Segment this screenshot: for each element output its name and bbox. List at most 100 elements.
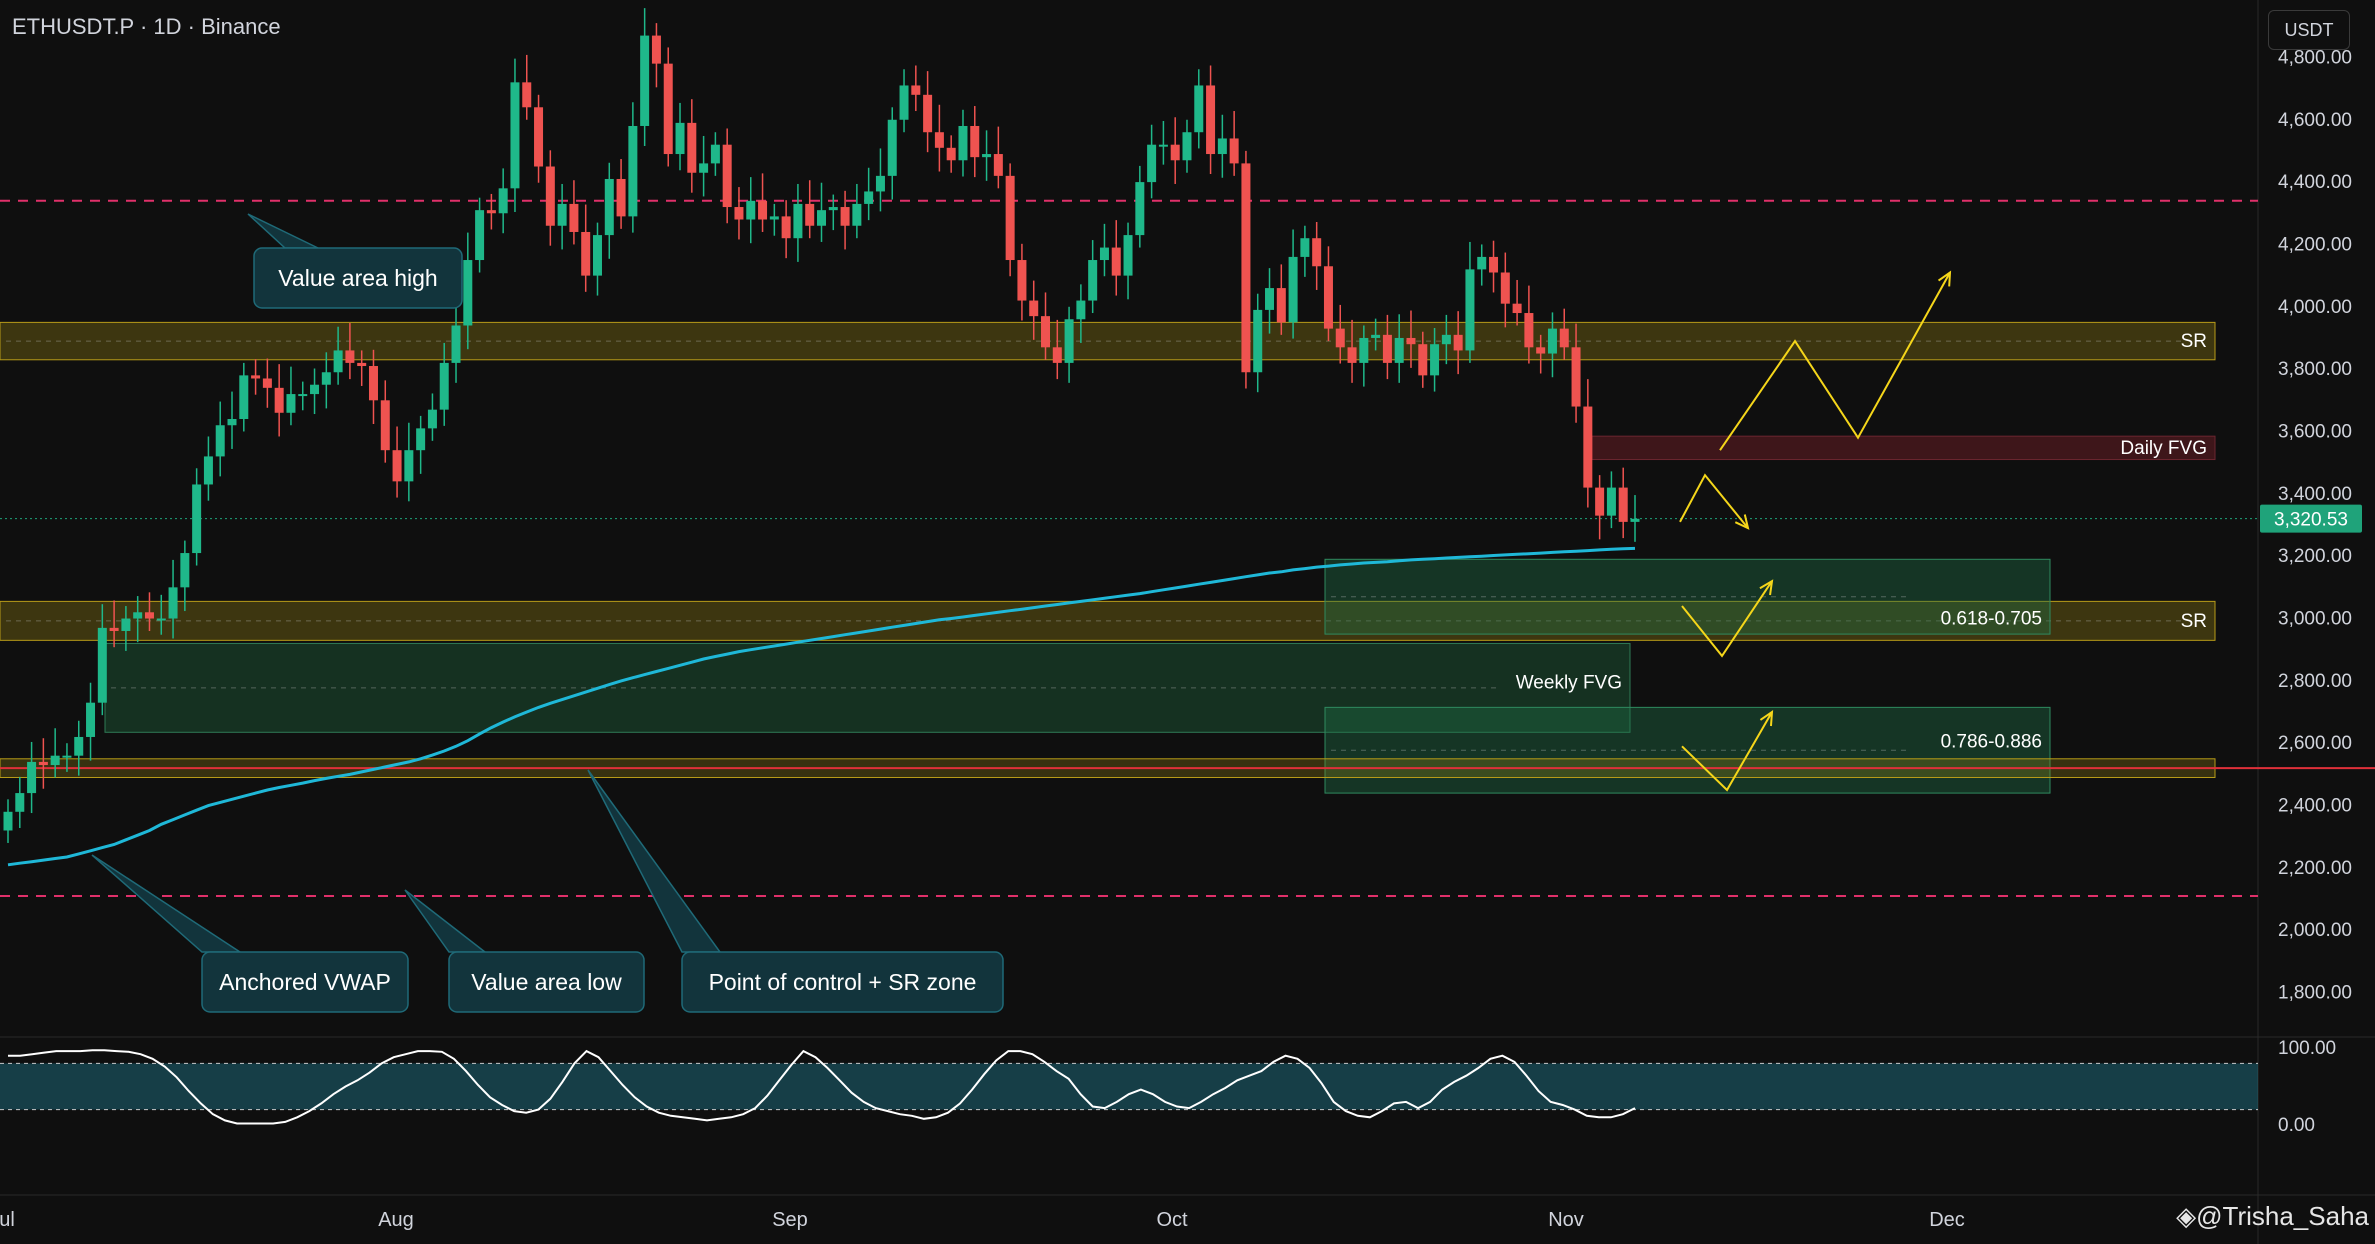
candle: [899, 85, 909, 120]
candle: [310, 384, 320, 395]
candle: [1536, 347, 1546, 354]
candle: [1194, 85, 1204, 133]
candle: [1323, 266, 1333, 329]
candle: [1158, 144, 1168, 147]
candle: [1052, 347, 1062, 363]
candle: [581, 231, 591, 276]
zone-weekly-fvg: [104, 642, 1631, 733]
candle: [1382, 334, 1392, 363]
candle: [1559, 328, 1569, 348]
candle: [392, 450, 402, 482]
candle: [1111, 247, 1121, 276]
candle: [970, 125, 980, 158]
binance-icon: ◈: [2176, 1201, 2197, 1231]
x-tick-label: Dec: [1929, 1209, 1965, 1231]
candle: [569, 203, 579, 232]
candle: [875, 175, 885, 192]
zone-fib: [1324, 558, 2051, 635]
candle: [1029, 300, 1039, 317]
candle: [498, 188, 508, 214]
candle: [805, 203, 815, 226]
candle: [1500, 272, 1510, 304]
y-tick-label: 4,600.00: [2278, 110, 2352, 131]
candle: [1524, 313, 1534, 348]
callout-box: [253, 247, 463, 309]
y-tick-label: 3,600.00: [2278, 421, 2352, 442]
candle: [793, 203, 803, 239]
projection-path: [1719, 272, 1951, 451]
currency-badge[interactable]: USDT: [2268, 10, 2350, 50]
candle: [1441, 334, 1451, 345]
candle: [1547, 328, 1557, 354]
candle: [1335, 328, 1345, 348]
anchored-vwap-line: [7, 546, 1636, 867]
candle: [1406, 337, 1416, 345]
candle: [1300, 238, 1310, 257]
candle: [133, 612, 143, 619]
callout-label: Point of control + SR zone: [709, 969, 977, 995]
zone-label: SR: [2181, 611, 2207, 632]
y-tick-label: 3,400.00: [2278, 484, 2352, 505]
candle: [1206, 85, 1216, 155]
candle: [1583, 406, 1593, 488]
zone-fib: [1324, 706, 2051, 794]
candle: [1123, 235, 1133, 276]
candle: [62, 755, 72, 758]
candle: [274, 387, 284, 413]
candle: [1430, 344, 1440, 376]
callout-box: [201, 951, 409, 1013]
zone-label: 0.618-0.705: [1941, 609, 2042, 630]
projection-path: [1681, 580, 1773, 658]
zone-label: SR: [2181, 331, 2207, 352]
callout-label: Value area low: [471, 969, 622, 995]
y-tick-label: 2,200.00: [2278, 858, 2352, 879]
candle: [1241, 163, 1251, 373]
candle: [934, 132, 944, 148]
candle: [1288, 256, 1298, 323]
candle: [946, 147, 956, 161]
y-tick-label: 3,000.00: [2278, 609, 2352, 630]
candle: [192, 484, 202, 554]
y-tick-label: 2,400.00: [2278, 796, 2352, 817]
projection-arrowhead: [1937, 270, 1952, 287]
y-tick-label: 4,800.00: [2278, 47, 2352, 68]
candle: [675, 122, 685, 155]
candle: [27, 761, 37, 794]
candle: [769, 216, 779, 220]
last-price-label: 3,320.53: [2274, 510, 2348, 531]
y-tick-label: 4,200.00: [2278, 234, 2352, 255]
candle: [144, 612, 154, 619]
candle: [781, 216, 791, 239]
candle: [993, 154, 1003, 176]
candle: [1041, 316, 1051, 348]
candle: [616, 178, 626, 217]
candle: [1571, 347, 1581, 407]
candle: [758, 200, 768, 220]
candle: [1489, 256, 1499, 273]
candle: [1477, 256, 1487, 270]
candle: [203, 456, 213, 485]
y-tick-label: 4,000.00: [2278, 297, 2352, 318]
x-tick-label: Nov: [1548, 1209, 1584, 1231]
candle: [887, 119, 897, 176]
watermark-text: @Trisha_Saha: [2196, 1201, 2369, 1231]
candle: [262, 378, 272, 388]
y-tick-label: 1,800.00: [2278, 983, 2352, 1004]
candle: [722, 144, 732, 208]
zone-label: 0.786-0.886: [1941, 732, 2042, 753]
candle: [215, 425, 225, 457]
oscillator-tick-label: 0.00: [2278, 1115, 2315, 1136]
candle: [1253, 309, 1263, 373]
candle: [121, 618, 131, 631]
y-tick-label: 4,400.00: [2278, 172, 2352, 193]
candle: [1618, 487, 1628, 522]
candle: [1276, 288, 1286, 323]
x-tick-label: Aug: [378, 1209, 414, 1231]
zone-label: Daily FVG: [2120, 438, 2207, 459]
candle: [74, 736, 84, 756]
candle: [1170, 144, 1180, 161]
candle: [852, 203, 862, 226]
candle: [97, 627, 107, 703]
candle: [416, 428, 426, 451]
